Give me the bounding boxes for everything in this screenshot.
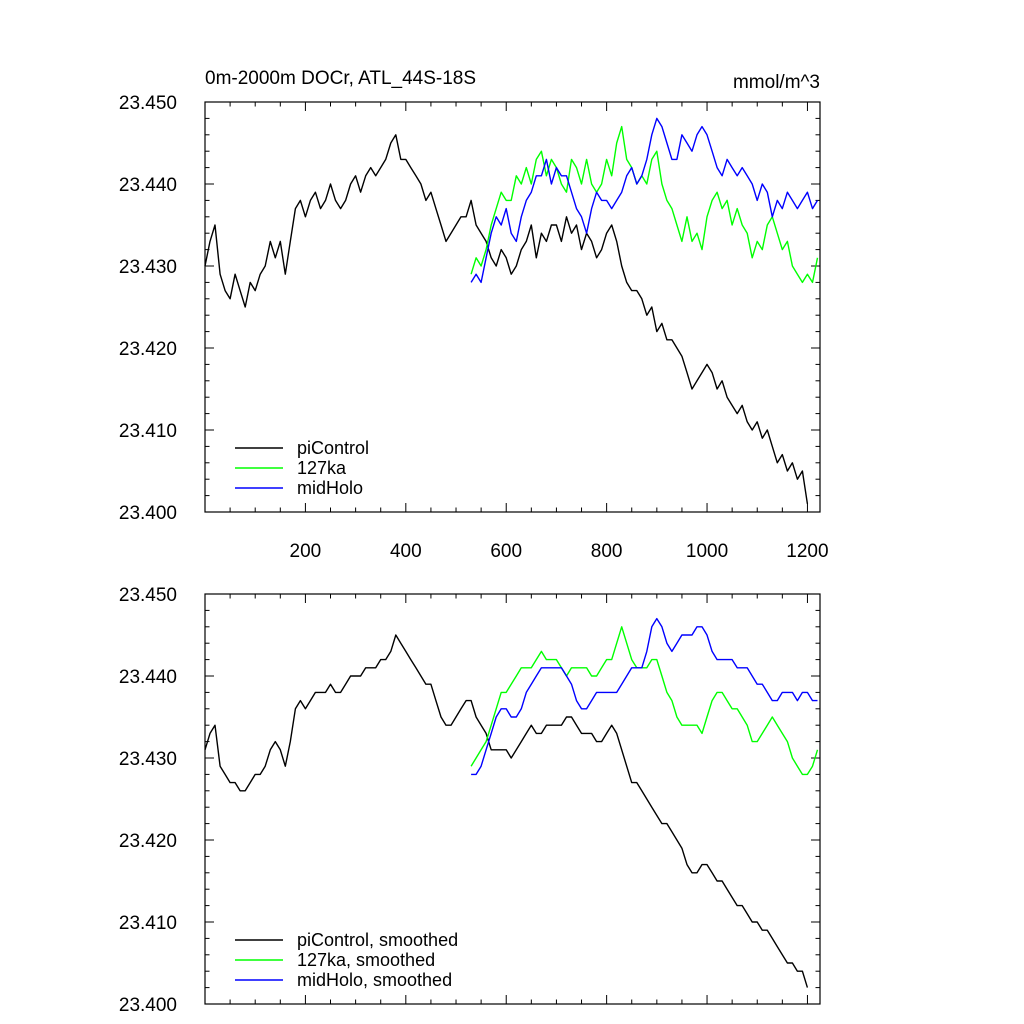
y-tick-label: 23.450 [119,585,177,606]
series-line-midholo [470,117,819,284]
chart-units-label: mmol/m^3 [733,72,820,93]
legend-label: piControl [297,438,369,458]
x-tick-label: 200 [290,541,322,562]
y-tick-label: 23.410 [119,421,177,442]
x-tick-label: 800 [591,541,623,562]
y-tick-label: 23.440 [119,667,177,688]
plot-frame [204,593,821,1005]
x-tick-label: 400 [390,541,422,562]
y-tick-label: 23.400 [119,995,177,1016]
plot-frame [204,101,821,513]
series-line-midholo-smoothed [471,617,818,776]
series-line-picontrol [204,134,809,504]
x-tick-label: 1200 [786,541,828,562]
legend-label: 127ka [297,458,347,478]
y-tick-label: 23.420 [119,831,177,852]
x-tick-label: 1000 [686,541,728,562]
legend-label: midHolo [297,478,363,498]
bottom-panel: 23.400 23.410 23.420 23.430 23.440 23.450 piCo… [119,585,821,1016]
chart-title-left: 0m-2000m DOCr, ATL_44S-18S [205,68,476,89]
legend-label: piControl, smoothed [297,930,458,950]
series-line-picontrol-smoothed [204,634,809,988]
y-tick-label: 23.450 [119,93,177,114]
y-tick-label: 23.430 [119,749,177,770]
series-line-127ka [470,125,819,284]
y-tick-label: 23.430 [119,257,177,278]
series-line-127ka-smoothed [470,626,819,776]
y-tick-label: 23.420 [119,339,177,360]
x-tick-label: 600 [490,541,522,562]
y-tick-label: 23.410 [119,913,177,934]
top-panel: 23.400 23.410 23.420 23.430 23.440 23.450 200 4… [119,93,829,562]
legend-label: 127ka, smoothed [297,950,435,970]
y-tick-label: 23.400 [119,503,177,524]
y-tick-label: 23.440 [119,175,177,196]
legend-label: midHolo, smoothed [297,970,452,990]
